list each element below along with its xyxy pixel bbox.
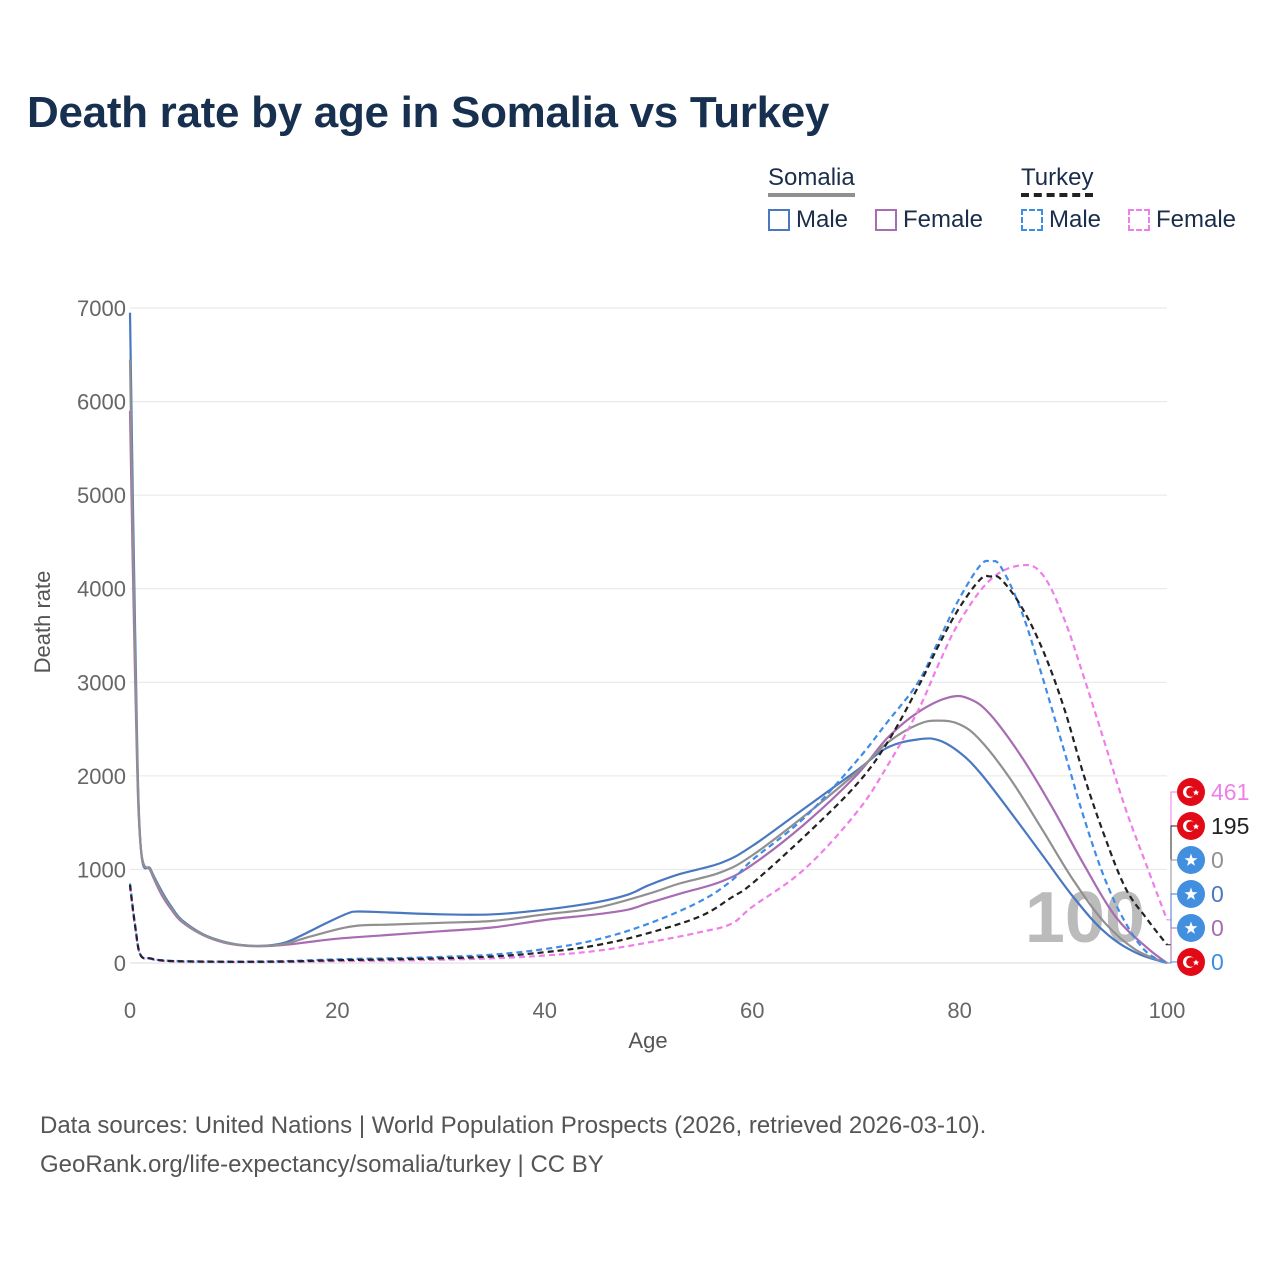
series-line-somalia-total — [128, 359, 1168, 965]
legend-item-turkey-female[interactable]: Female — [1128, 206, 1236, 234]
footer: Data sources: United Nations | World Pop… — [40, 1106, 986, 1184]
legend-item-label: Female — [903, 206, 984, 233]
year-watermark: 100 — [1025, 878, 1145, 958]
legend-item-somalia-male[interactable]: Male — [768, 206, 848, 234]
end-value-label: 195 — [1211, 813, 1249, 839]
legend-item-label: Male — [1049, 206, 1102, 233]
end-label-connector — [1167, 859, 1177, 964]
legend-group-turkey-label: Turkey — [1021, 164, 1094, 191]
end-value-label: 0 — [1211, 949, 1224, 975]
y-tick-label: 7000 — [77, 296, 126, 321]
end-label-connector — [1167, 825, 1177, 946]
end-value-label: 0 — [1211, 847, 1224, 873]
y-tick-label: 1000 — [77, 857, 126, 882]
legend-item-label: Male — [796, 206, 849, 233]
turkey-flag-star-icon — [1192, 789, 1200, 796]
legend-item-label: Female — [1156, 206, 1237, 233]
turkey-flag-crescent-cut-icon — [1186, 787, 1196, 797]
x-tick-label: 40 — [533, 998, 557, 1023]
series-line-somalia-male — [128, 312, 1168, 965]
y-tick-label: 4000 — [77, 577, 126, 602]
legend-swatch-icon — [768, 209, 790, 231]
legend-group-somalia[interactable]: Somalia — [768, 164, 855, 197]
turkey-flag-crescent-cut-icon — [1186, 957, 1196, 967]
legend-swatch-icon — [1128, 209, 1150, 231]
x-tick-label: 0 — [124, 998, 136, 1023]
x-tick-label: 80 — [947, 998, 971, 1023]
somalia-flag-star-icon — [1184, 853, 1198, 866]
x-tick-label: 60 — [740, 998, 764, 1023]
series-line-turkey-male — [128, 559, 1168, 964]
y-tick-label: 2000 — [77, 764, 126, 789]
turkey-flag-star-icon — [1192, 959, 1200, 966]
y-tick-label: 3000 — [77, 670, 126, 695]
somalia-flag-star-icon — [1184, 887, 1198, 900]
legend-item-turkey-male[interactable]: Male — [1021, 206, 1101, 234]
series-line-turkey-total — [128, 574, 1168, 963]
end-label-connector — [1167, 791, 1177, 921]
end-value-label: 0 — [1211, 915, 1224, 941]
legend-item-somalia-female[interactable]: Female — [875, 206, 983, 234]
y-tick-label: 0 — [114, 951, 126, 976]
footer-source: Data sources: United Nations | World Pop… — [40, 1112, 987, 1139]
x-tick-label: 100 — [1149, 998, 1186, 1023]
chart-title: Death rate by age in Somalia vs Turkey — [27, 88, 830, 137]
somalia-flag-star-icon — [1184, 921, 1198, 934]
turkey-flag-star-icon — [1192, 823, 1200, 830]
y-tick-label: 6000 — [77, 390, 126, 415]
legend-group-turkey[interactable]: Turkey — [1021, 164, 1094, 197]
series-line-somalia-female — [128, 410, 1168, 964]
y-axis-title: Death rate — [30, 571, 55, 674]
end-label-connector — [1167, 927, 1177, 964]
end-value-label: 0 — [1211, 881, 1224, 907]
legend-swatch-icon — [1021, 209, 1043, 231]
y-tick-label: 5000 — [77, 483, 126, 508]
end-label-connector — [1167, 961, 1177, 964]
legend-group-somalia-label: Somalia — [768, 164, 855, 191]
turkey-flag-crescent-cut-icon — [1186, 821, 1196, 831]
end-value-label: 461 — [1211, 779, 1249, 805]
footer-link[interactable]: GeoRank.org/life-expectancy/somalia/turk… — [40, 1151, 604, 1178]
legend-swatch-icon — [875, 209, 897, 231]
x-axis-title: Age — [628, 1028, 667, 1053]
x-tick-label: 20 — [325, 998, 349, 1023]
